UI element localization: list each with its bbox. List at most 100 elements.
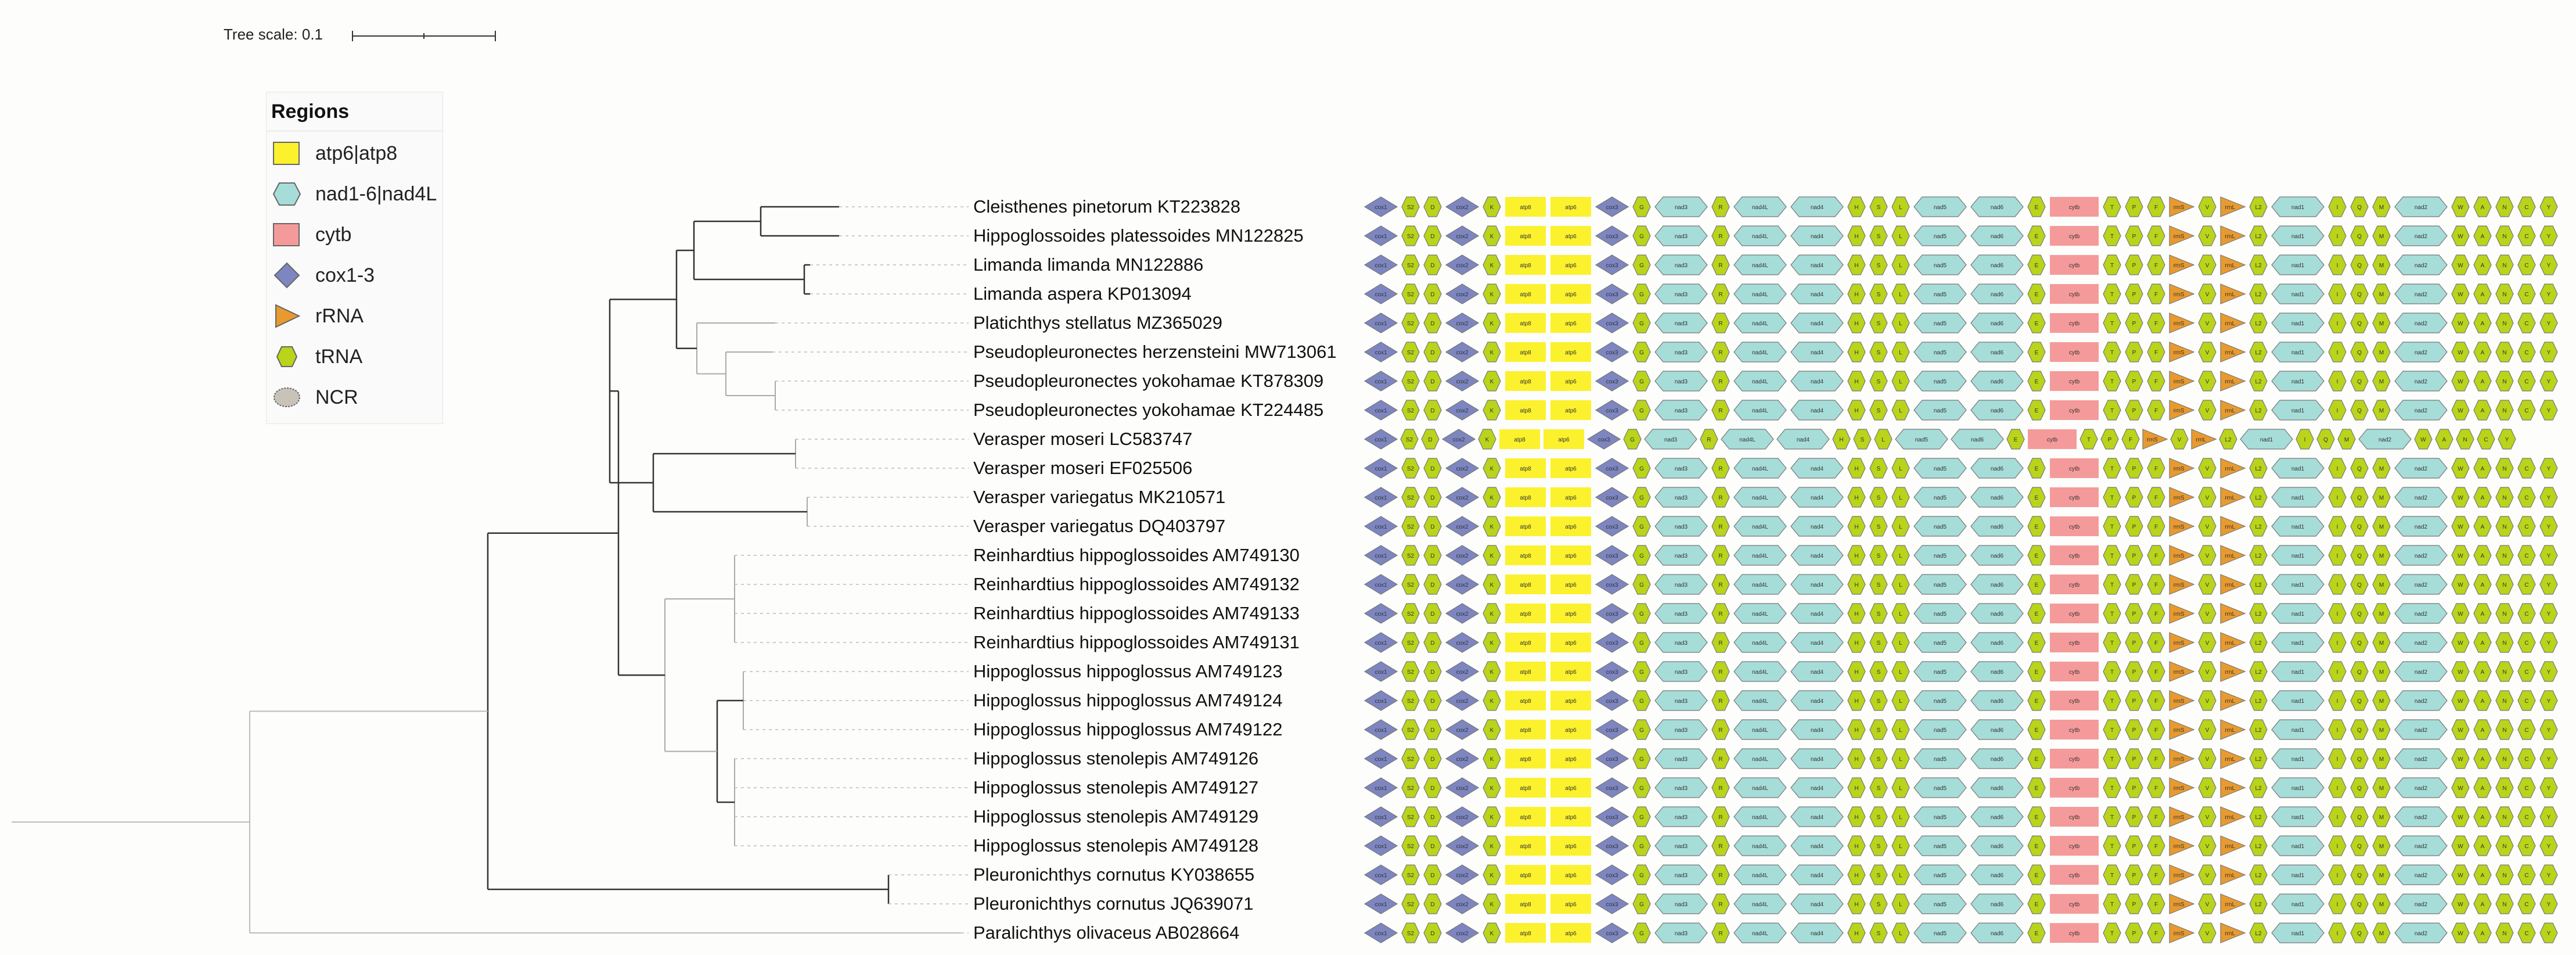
gene-trna	[2147, 400, 2165, 421]
gene-label: nad6	[1991, 466, 2004, 472]
gene-label: I	[2337, 379, 2338, 385]
gene-label: I	[2337, 204, 2338, 211]
gene-label: P	[2132, 640, 2136, 647]
gene-label: T	[2110, 931, 2114, 937]
gene-label: E	[2035, 263, 2039, 269]
taxon-label: Paralichthys olivaceus AB028664	[973, 922, 1240, 943]
gene-label: E	[2014, 437, 2018, 443]
gene-trna	[2539, 806, 2558, 827]
gene-nad	[1733, 835, 1787, 856]
gene-trna	[2372, 225, 2391, 246]
gene-trna	[2473, 225, 2492, 246]
gene-cox	[1445, 254, 1480, 275]
gene-label: atp6	[1565, 902, 1577, 908]
gene-label: W	[2458, 204, 2463, 211]
gene-label: D	[1430, 843, 1434, 850]
gene-label: P	[2132, 785, 2136, 792]
gene-label: A	[2481, 669, 2485, 676]
gene-label: nad2	[2415, 350, 2428, 356]
gene-label: atp8	[1520, 321, 1531, 327]
gene-trna	[1847, 371, 1866, 392]
gene-label: K	[1490, 902, 1494, 908]
gene-label: P	[2132, 466, 2136, 472]
gene-label: atp6	[1565, 931, 1577, 937]
gene-cox	[1363, 429, 1398, 450]
gene-trna	[1869, 777, 1888, 798]
gene-trna	[1847, 748, 1866, 769]
taxon-label: Verasper variegatus MK210571	[973, 487, 1226, 507]
gene-trna	[1483, 545, 1501, 566]
gene-nad	[1913, 574, 1967, 595]
gene-label: atp6	[1565, 843, 1577, 850]
gene-label: F	[2154, 814, 2158, 821]
gene-label: T	[2110, 582, 2114, 588]
gene-label: D	[1430, 756, 1434, 763]
gene-trna	[1483, 574, 1501, 595]
gene-rrna	[2220, 719, 2246, 740]
gene-label: V	[2206, 843, 2210, 850]
gene-label: S2	[1407, 727, 1415, 734]
gene-trna	[2495, 516, 2514, 537]
gene-trna	[1711, 545, 1730, 566]
gene-label: cytb	[2069, 785, 2080, 792]
gene-rrna	[2220, 196, 2246, 217]
gene-nad	[2271, 574, 2325, 595]
gene-trna	[2451, 864, 2470, 885]
gene-trna	[2539, 196, 2558, 217]
gene-trna	[1869, 864, 1888, 885]
gene-label: Y	[2547, 669, 2551, 676]
gene-label: K	[1490, 204, 1494, 211]
gene-label: nad3	[1675, 727, 1688, 734]
gene-label: R	[1718, 727, 1722, 734]
gene-trna	[2539, 487, 2558, 508]
gene-trna	[2249, 922, 2268, 943]
gene-label: cytb	[2069, 582, 2080, 588]
gene-trna	[2350, 603, 2369, 624]
gene-label: Q	[2357, 321, 2362, 327]
gene-trna	[2495, 632, 2514, 653]
gene-label: nad6	[1991, 698, 2004, 705]
gene-trna	[1401, 545, 1420, 566]
gene-label: P	[2132, 582, 2136, 588]
gene-label: nad4L	[1752, 553, 1768, 559]
gene-label: nad3	[1675, 873, 1688, 879]
gene-label: Y	[2547, 495, 2551, 501]
gene-cox	[1595, 864, 1629, 885]
gene-nad	[1733, 487, 1787, 508]
gene-trna	[2372, 342, 2391, 362]
gene-trna	[2249, 864, 2268, 885]
gene-trna	[1869, 806, 1888, 827]
triangle-icon	[275, 304, 301, 328]
gene-trna	[1483, 748, 1501, 769]
gene-trna	[2517, 690, 2536, 711]
gene-trna	[2350, 196, 2369, 217]
gene-label: nad2	[2415, 756, 2428, 763]
hexagon-small-icon	[276, 346, 298, 367]
gene-label: E	[2035, 902, 2039, 908]
gene-trna	[1711, 283, 1730, 304]
gene-trna	[2350, 690, 2369, 711]
gene-label: W	[2458, 931, 2463, 937]
gene-label: C	[2524, 263, 2528, 269]
gene-trna	[2473, 777, 2492, 798]
gene-trna	[2495, 922, 2514, 943]
gene-label: L2	[2255, 698, 2262, 705]
gene-label: nad4L	[1752, 495, 1768, 501]
gene-label: E	[2035, 698, 2039, 705]
gene-label: D	[1430, 640, 1434, 647]
gene-cytb	[2050, 284, 2099, 304]
gene-label: nad5	[1934, 902, 1947, 908]
gene-trna	[2328, 371, 2347, 392]
gene-trna	[1401, 719, 1420, 740]
gene-trna	[2249, 806, 2268, 827]
gene-label: Q	[2323, 437, 2328, 443]
gene-label: nad4	[1811, 321, 1824, 327]
gene-nad	[1654, 632, 1708, 653]
gene-trna	[2517, 371, 2536, 392]
gene-label: F	[2154, 292, 2158, 298]
gene-trna	[2027, 864, 2046, 885]
gene-label: cox1	[1375, 350, 1387, 356]
gene-label: nad3	[1675, 785, 1688, 792]
gene-atp	[1550, 691, 1591, 710]
ellipse-icon	[274, 387, 300, 407]
